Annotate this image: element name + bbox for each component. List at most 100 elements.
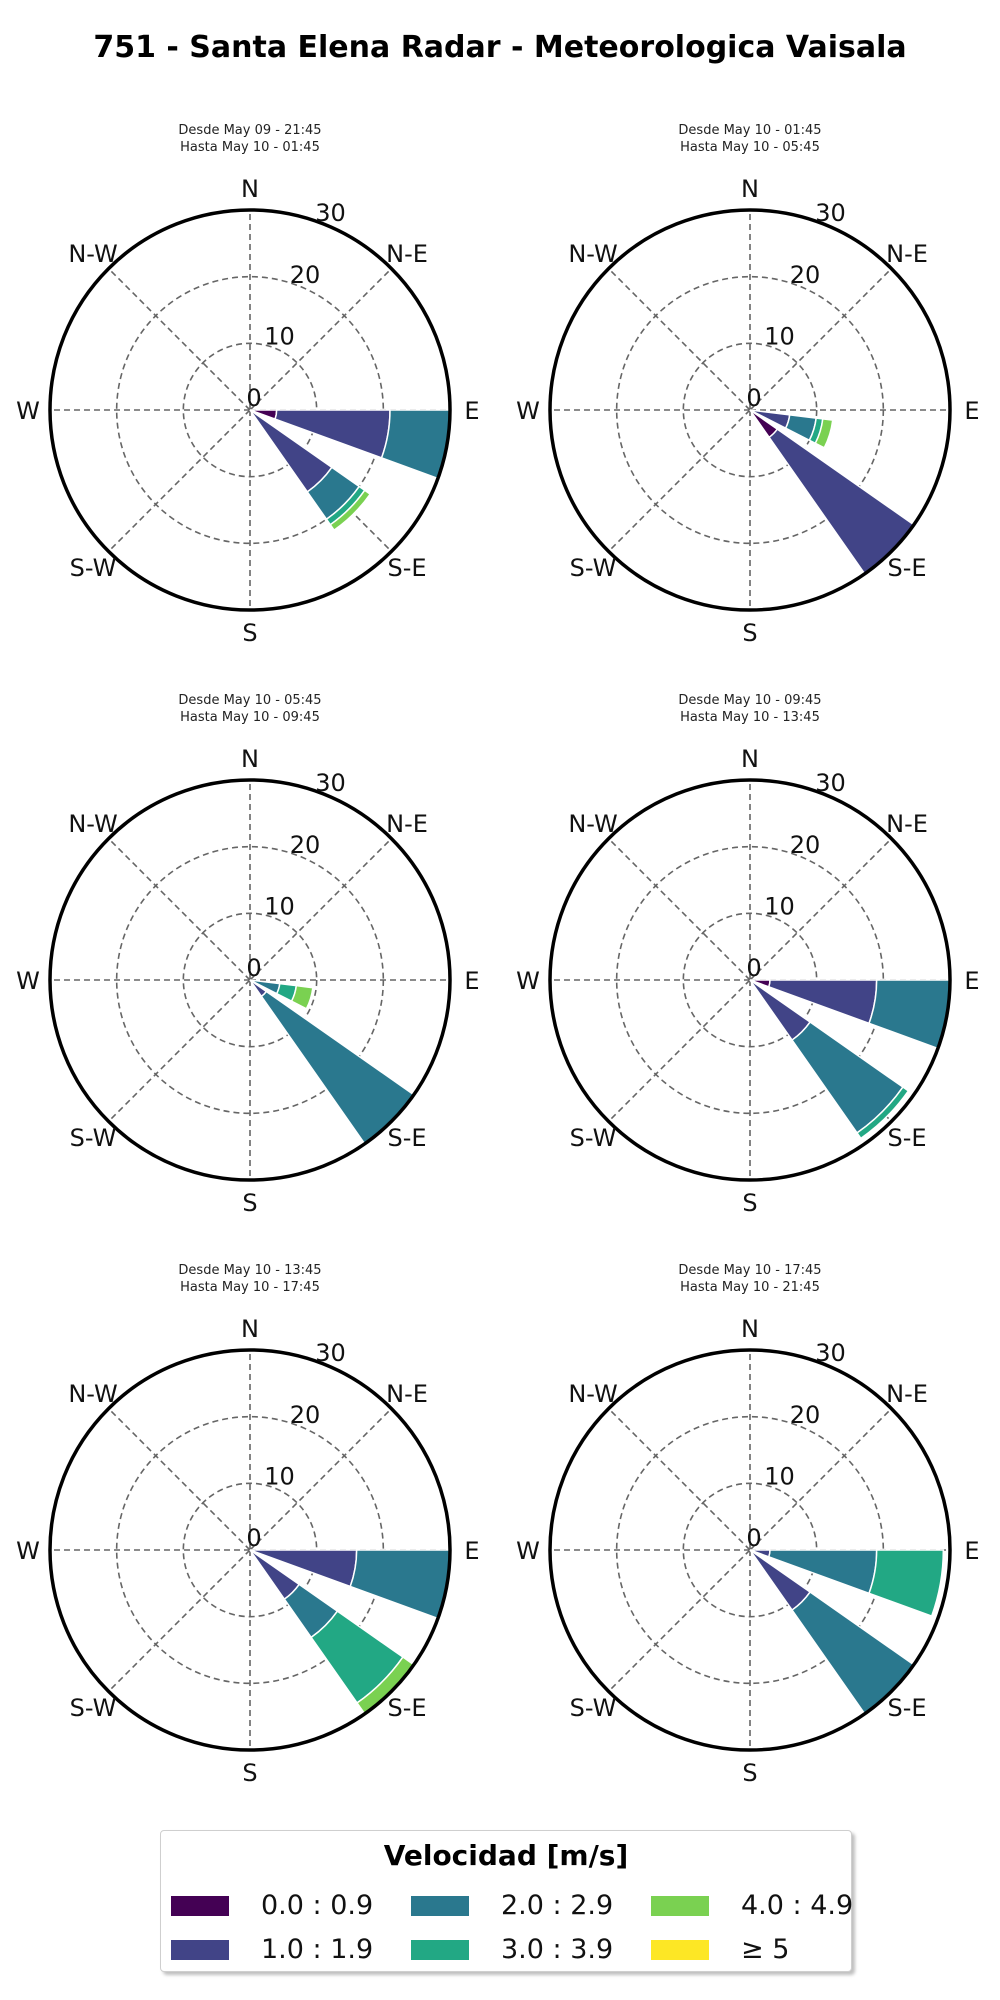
radial-tick-label: 30 [315, 1339, 346, 1367]
compass-label: S [242, 619, 257, 647]
windrose-bar-segment [329, 489, 372, 532]
radial-grid-circle [682, 342, 818, 478]
compass-label: S [242, 1189, 257, 1217]
outer-circle [48, 208, 452, 612]
direction-gridline [608, 1408, 751, 1551]
figure-title: 751 - Santa Elena Radar - Meteorologica … [93, 30, 907, 65]
panel-end-time: Hasta May 10 - 05:45 [680, 140, 820, 155]
compass-label: N-E [886, 1380, 928, 1408]
compass-label: S [742, 1759, 757, 1787]
windrose-plot: 0 10 20 30 N N-E E S-E S S-W W N-W [516, 745, 979, 1217]
radial-tick-label: 10 [764, 1462, 795, 1490]
radial-tick-label: 0 [246, 384, 261, 412]
direction-gridline [108, 838, 251, 981]
direction-gridline [608, 1549, 751, 1692]
compass-label: S [742, 1189, 757, 1217]
compass-label: S-W [570, 1694, 617, 1722]
compass-label: N [741, 1315, 759, 1343]
panel-start-time: Desde May 10 - 09:45 [678, 693, 822, 708]
panel-start-time: Desde May 10 - 01:45 [678, 123, 822, 138]
compass-label: N-E [386, 1380, 428, 1408]
direction-gridline [749, 1408, 892, 1551]
compass-label: N-W [568, 1380, 617, 1408]
windrose-plot: 0 10 20 30 N N-E E S-E S S-W W N-W [516, 175, 979, 647]
compass-label: N-E [386, 810, 428, 838]
panel-end-time: Hasta May 10 - 17:45 [180, 1280, 320, 1295]
legend-label: 2.0 : 2.9 [501, 1890, 614, 1921]
legend-swatch [651, 1896, 709, 1916]
windrose-bar-segment [856, 1086, 910, 1140]
windrose-panel: Desde May 10 - 17:45 Hasta May 10 - 21:4… [500, 1260, 1000, 1830]
outer-circle [548, 778, 952, 1182]
radial-tick-label: 30 [815, 199, 846, 227]
legend-label: 3.0 : 3.9 [501, 1934, 614, 1965]
compass-label: W [516, 967, 540, 995]
windrose-bar-segment [868, 1549, 945, 1618]
panel-end-time: Hasta May 10 - 21:45 [680, 1280, 820, 1295]
radial-tick-label: 10 [264, 892, 295, 920]
radial-tick-label: 30 [815, 769, 846, 797]
compass-label: S [742, 619, 757, 647]
compass-label: N [741, 175, 759, 203]
compass-label: S-E [887, 554, 926, 582]
panel-end-time: Hasta May 10 - 09:45 [180, 710, 320, 725]
compass-label: W [16, 397, 40, 425]
legend-label: ≥ 5 [741, 1934, 790, 1965]
windrose-bar-segment [290, 984, 314, 1010]
radial-tick-label: 0 [246, 954, 261, 982]
direction-gridline [249, 1408, 392, 1551]
compass-label: E [464, 1537, 479, 1565]
radial-tick-label: 30 [815, 1339, 846, 1367]
windrose-bar-segment [349, 1549, 451, 1620]
compass-label: N [241, 745, 259, 773]
windrose-plot: 0 10 20 30 N N-E E S-E S S-W W N-W [16, 1315, 479, 1787]
compass-label: E [964, 1537, 979, 1565]
compass-label: S-W [570, 1124, 617, 1152]
panel-start-time: Desde May 10 - 05:45 [178, 693, 322, 708]
direction-gridline [608, 268, 751, 411]
direction-gridline [108, 1549, 251, 1692]
compass-label: S-W [570, 554, 617, 582]
radial-tick-label: 0 [746, 384, 761, 412]
radial-tick-label: 20 [290, 1401, 321, 1429]
compass-label: S-W [70, 1124, 117, 1152]
radial-tick-label: 10 [764, 892, 795, 920]
compass-label: N-W [68, 240, 117, 268]
legend-swatch [411, 1896, 469, 1916]
direction-gridline [749, 838, 892, 981]
legend-title: Velocidad [m/s] [383, 1839, 629, 1872]
legend-label: 4.0 : 4.9 [741, 1890, 854, 1921]
compass-label: N-W [68, 810, 117, 838]
direction-gridline [749, 268, 892, 411]
direction-gridline [608, 409, 751, 552]
radial-tick-label: 20 [790, 261, 821, 289]
radial-tick-label: 20 [790, 1401, 821, 1429]
outer-circle [548, 208, 952, 612]
legend: Velocidad [m/s] 0.0 : 0.9 1.0 : 1.9 2.0 … [160, 1830, 854, 1972]
radial-tick-label: 0 [746, 954, 761, 982]
compass-label: E [464, 967, 479, 995]
compass-label: W [516, 1537, 540, 1565]
radial-tick-label: 10 [764, 322, 795, 350]
direction-gridline [108, 979, 251, 1122]
windrose-panel: Desde May 10 - 09:45 Hasta May 10 - 13:4… [500, 690, 1000, 1260]
radial-tick-label: 10 [264, 322, 295, 350]
windrose-bar-segment [868, 979, 951, 1050]
compass-label: W [16, 967, 40, 995]
panel-start-time: Desde May 10 - 13:45 [178, 1263, 322, 1278]
windrose-panel: Desde May 10 - 05:45 Hasta May 10 - 09:4… [0, 690, 500, 1260]
compass-label: E [964, 397, 979, 425]
compass-label: S-W [70, 554, 117, 582]
compass-label: N [241, 1315, 259, 1343]
compass-label: S [242, 1759, 257, 1787]
direction-gridline [608, 979, 751, 1122]
compass-label: W [516, 397, 540, 425]
legend-swatch [171, 1896, 229, 1916]
direction-gridline [249, 838, 392, 981]
compass-label: N-E [386, 240, 428, 268]
radial-grid-circle [182, 912, 318, 1048]
radial-tick-label: 20 [290, 831, 321, 859]
compass-label: S-E [887, 1124, 926, 1152]
legend-swatch [651, 1940, 709, 1960]
